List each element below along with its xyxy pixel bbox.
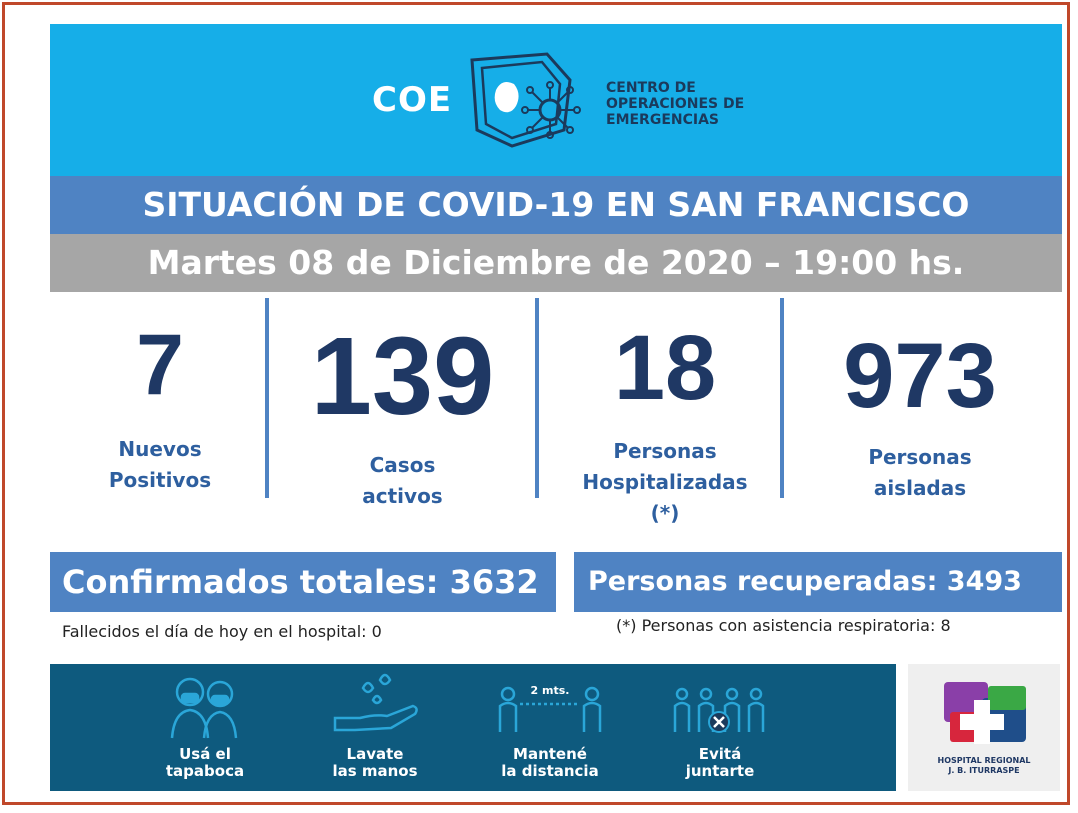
report-date: Martes 08 de Diciembre de 2020 – 19:00 h… xyxy=(50,234,1062,292)
divider xyxy=(265,298,269,498)
stat-value: 7 xyxy=(136,317,184,413)
tip-line-2: la distancia xyxy=(501,762,599,780)
stat-label-3: (*) xyxy=(650,501,680,525)
deaths-note: Fallecidos el día de hoy en el hospital:… xyxy=(62,622,382,641)
no-gathering-icon xyxy=(673,687,765,733)
stat-isolated: 973 Personas aisladas xyxy=(805,300,1035,504)
coe-logo: COE CENTRO DE OPERACIONES DE EMERGENCIAS xyxy=(372,50,792,150)
confirmed-total: Confirmados totales: 3632 xyxy=(50,552,556,612)
tip-mask: Usá el tapaboca xyxy=(140,664,270,791)
distance-icon: 2 mts. xyxy=(498,684,602,732)
divider xyxy=(535,298,539,498)
stat-label-2: Positivos xyxy=(108,468,212,492)
stat-label-2: activos xyxy=(362,484,443,508)
hospital-cross-icon xyxy=(944,682,1026,744)
stat-label-1: Personas xyxy=(613,439,717,463)
tip-line-1: Evitá xyxy=(698,745,742,763)
stat-new-positives: 7 Nuevos Positivos xyxy=(60,300,260,496)
coe-line-2: OPERACIONES DE xyxy=(606,96,745,112)
tip-line-2: juntarte xyxy=(685,762,755,780)
hospital-logo: HOSPITAL REGIONAL J. B. ITURRASPE xyxy=(908,664,1060,791)
hand-wash-icon xyxy=(333,673,418,732)
tip-line-1: Usá el xyxy=(179,745,231,763)
distance-label: 2 mts. xyxy=(531,684,570,697)
virus-network-icon xyxy=(470,52,581,148)
respiratory-note: (*) Personas con asistencia respiratoria… xyxy=(616,616,951,635)
coe-line-1: CENTRO DE xyxy=(606,80,696,96)
face-mask-icon xyxy=(170,677,238,739)
coe-line-3: EMERGENCIAS xyxy=(606,112,720,128)
stat-label-2: aisladas xyxy=(873,476,967,500)
tip-distance: 2 mts. Mantené la distancia xyxy=(480,664,620,791)
stat-value: 973 xyxy=(843,325,997,427)
tip-line-2: tapaboca xyxy=(165,762,245,780)
divider xyxy=(780,298,784,498)
hospital-name-1: HOSPITAL REGIONAL xyxy=(937,756,1031,765)
tip-line-1: Mantené xyxy=(513,745,587,763)
stat-label-1: Nuevos xyxy=(118,437,202,461)
prevention-banner: Usá el tapaboca Lavate las manos 2 mts. xyxy=(50,664,896,791)
coe-full-name: CENTRO DE OPERACIONES DE EMERGENCIAS xyxy=(606,80,744,128)
stat-label-1: Personas xyxy=(868,445,972,469)
stat-value: 18 xyxy=(613,317,717,419)
page-title: SITUACIÓN DE COVID-19 EN SAN FRANCISCO xyxy=(50,176,1062,234)
stat-label-1: Casos xyxy=(369,453,436,477)
stat-value: 139 xyxy=(310,315,495,438)
stat-label-2: Hospitalizadas xyxy=(582,470,748,494)
stat-active-cases: 139 Casos activos xyxy=(290,300,515,512)
recovered-total: Personas recuperadas: 3493 xyxy=(574,552,1062,612)
header-banner: COE CENTRO DE OPERACIONES DE EMERGENCIAS xyxy=(50,24,1062,176)
tip-wash-hands: Lavate las manos xyxy=(305,664,445,791)
coe-abbr: COE xyxy=(372,80,453,120)
tip-line-2: las manos xyxy=(332,762,418,780)
stat-hospitalized: 18 Personas Hospitalizadas (*) xyxy=(555,300,775,529)
tip-avoid-gathering: Evitá juntarte xyxy=(650,664,790,791)
tip-line-1: Lavate xyxy=(346,745,404,763)
hospital-name-2: J. B. ITURRASPE xyxy=(948,766,1020,775)
